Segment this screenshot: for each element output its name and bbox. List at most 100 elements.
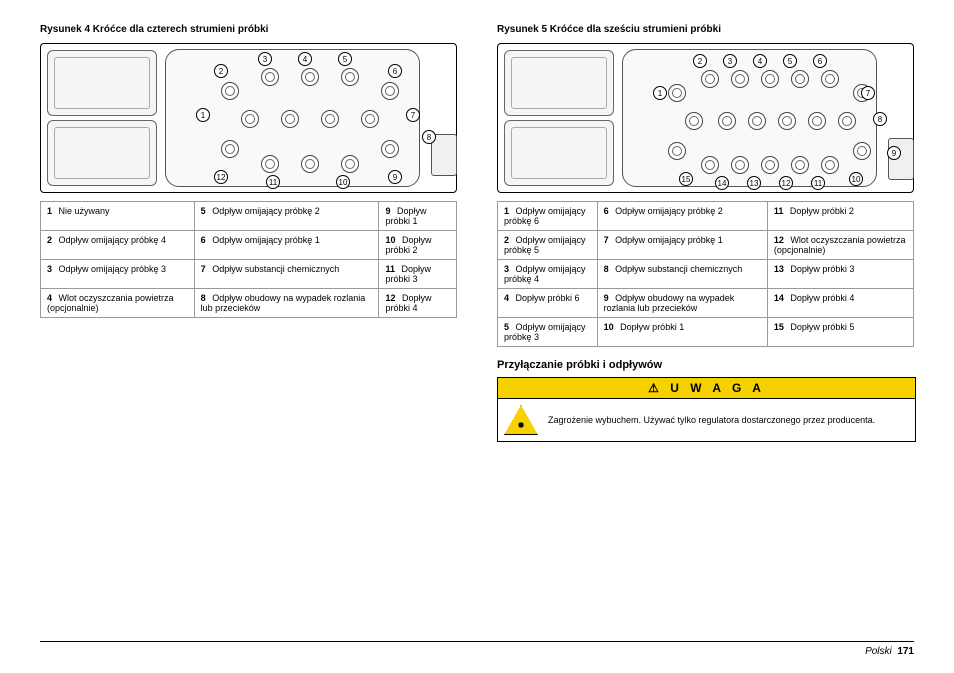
warning-text: Zagrożenie wybuchem. Używać tylko regula…: [548, 415, 875, 425]
port: [261, 68, 279, 86]
port: [761, 70, 779, 88]
legend-cell: 4 Dopływ próbki 6: [498, 289, 598, 318]
warning-box: ⚠ U W A G A Zagrożenie wybuchem. Używać …: [497, 377, 916, 442]
figure5-legend: 1 Odpływ omijający próbkę 66 Odpływ omij…: [497, 201, 914, 347]
callout-number: 1: [653, 86, 667, 100]
callout-number: 2: [693, 54, 707, 68]
legend-cell: 14 Dopływ próbki 4: [767, 289, 913, 318]
callout-number: 11: [266, 175, 280, 189]
port: [281, 110, 299, 128]
figure5-box: 123456789151413121110: [497, 43, 914, 193]
callout-number: 12: [779, 176, 793, 190]
port: [261, 155, 279, 173]
port: [791, 156, 809, 174]
legend-cell: 9 Dopływ próbki 1: [379, 202, 457, 231]
callout-number: 5: [338, 52, 352, 66]
callout-number: 7: [861, 86, 875, 100]
port: [341, 155, 359, 173]
callout-number: 3: [258, 52, 272, 66]
legend-cell: 13 Dopływ próbki 3: [767, 260, 913, 289]
legend-cell: 5 Odpływ omijający próbkę 2: [194, 202, 379, 231]
port: [241, 110, 259, 128]
legend-cell: 11 Dopływ próbki 3: [379, 260, 457, 289]
port: [668, 84, 686, 102]
legend-cell: 7 Odpływ omijający próbkę 1: [597, 231, 767, 260]
page-footer: Polski 171: [40, 641, 914, 657]
legend-cell: 6 Odpływ omijający próbkę 2: [597, 202, 767, 231]
port: [301, 68, 319, 86]
legend-cell: 8 Odpływ obudowy na wypadek rozlania lub…: [194, 289, 379, 318]
legend-cell: 8 Odpływ substancji chemicznych: [597, 260, 767, 289]
figure5-title: Rysunek 5 Króćce dla sześciu strumieni p…: [497, 24, 914, 35]
callout-number: 10: [336, 175, 350, 189]
port: [701, 70, 719, 88]
callout-number: 7: [406, 108, 420, 122]
port: [381, 140, 399, 158]
figure5-panel: 123456789151413121110: [622, 49, 877, 187]
legend-cell: 7 Odpływ substancji chemicznych: [194, 260, 379, 289]
port: [701, 156, 719, 174]
callout-number: 10: [849, 172, 863, 186]
port: [381, 82, 399, 100]
port: [685, 112, 703, 130]
figure4-title: Rysunek 4 Króćce dla czterech strumieni …: [40, 24, 457, 35]
legend-cell: 2 Odpływ omijający próbkę 5: [498, 231, 598, 260]
callout-number: 13: [747, 176, 761, 190]
port: [778, 112, 796, 130]
legend-cell: 1 Nie używany: [41, 202, 195, 231]
legend-cell: 3 Odpływ omijający próbkę 4: [498, 260, 598, 289]
callout-number: 9: [388, 170, 402, 184]
legend-cell: 12 Dopływ próbki 4: [379, 289, 457, 318]
port: [221, 82, 239, 100]
legend-cell: 6 Odpływ omijający próbkę 1: [194, 231, 379, 260]
port: [301, 155, 319, 173]
port: [838, 112, 856, 130]
port: [821, 70, 839, 88]
section-header: Przyłączanie próbki i odpływów: [497, 359, 914, 371]
legend-cell: 5 Odpływ omijający próbkę 3: [498, 318, 598, 347]
port: [718, 112, 736, 130]
port: [748, 112, 766, 130]
callout-number: 6: [813, 54, 827, 68]
callout-number: 1: [196, 108, 210, 122]
callout-number: 2: [214, 64, 228, 78]
figure4-legend: 1 Nie używany5 Odpływ omijający próbkę 2…: [40, 201, 457, 318]
callout-number: 3: [723, 54, 737, 68]
port: [731, 70, 749, 88]
legend-cell: 2 Odpływ omijający próbkę 4: [41, 231, 195, 260]
callout-number: 8: [422, 130, 436, 144]
legend-cell: 4 Wlot oczyszczania powietrza (opcjonaln…: [41, 289, 195, 318]
callout-number: 11: [811, 176, 825, 190]
legend-cell: 9 Odpływ obudowy na wypadek rozlania lub…: [597, 289, 767, 318]
callout-number: 4: [753, 54, 767, 68]
figure4-panel: 234561781211109: [165, 49, 420, 187]
callout-number: 6: [388, 64, 402, 78]
port: [853, 142, 871, 160]
callout-number: 15: [679, 172, 693, 186]
callout-number: 8: [873, 112, 887, 126]
explosion-icon: [504, 405, 538, 435]
port: [668, 142, 686, 160]
port: [321, 110, 339, 128]
port: [341, 68, 359, 86]
legend-cell: 15 Dopływ próbki 5: [767, 318, 913, 347]
legend-cell: 12 Wlot oczyszczania powietrza (opcjonal…: [767, 231, 913, 260]
callout-number: 12: [214, 170, 228, 184]
warning-title: ⚠ U W A G A: [498, 378, 915, 399]
legend-cell: 10 Dopływ próbki 1: [597, 318, 767, 347]
legend-cell: 11 Dopływ próbki 2: [767, 202, 913, 231]
callout-number: 9: [887, 146, 901, 160]
legend-cell: 1 Odpływ omijający próbkę 6: [498, 202, 598, 231]
case-illustration: [504, 50, 614, 186]
callout-number: 5: [783, 54, 797, 68]
port: [221, 140, 239, 158]
port: [821, 156, 839, 174]
legend-cell: 10 Dopływ próbki 2: [379, 231, 457, 260]
port: [361, 110, 379, 128]
legend-cell: 3 Odpływ omijający próbkę 3: [41, 260, 195, 289]
callout-number: 4: [298, 52, 312, 66]
case-illustration: [47, 50, 157, 186]
figure4-box: 2 3 4 5 6 1 78 12 11 10 9: [40, 43, 457, 193]
port: [791, 70, 809, 88]
port: [761, 156, 779, 174]
